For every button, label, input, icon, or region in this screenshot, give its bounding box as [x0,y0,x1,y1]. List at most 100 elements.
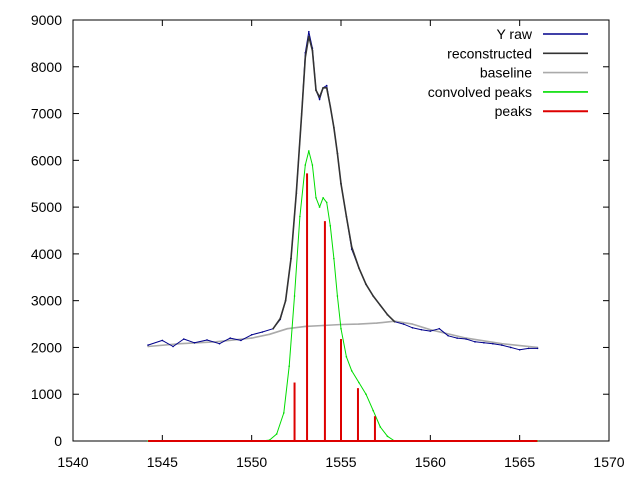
data-point-y-raw [509,346,512,349]
y-tick-label: 3000 [31,293,62,309]
data-point-baseline [411,323,414,325]
data-point-y-raw [402,323,405,325]
data-point-reconstructed [379,304,382,307]
x-tick-label: 1555 [325,454,356,470]
x-tick-label: 1560 [415,454,446,470]
y-tick-label: 9000 [31,12,62,28]
data-point-y-raw [182,338,185,340]
data-point-convolved-peaks [293,295,296,297]
data-point-convolved-peaks [283,412,285,414]
x-tick-label: 1550 [236,454,267,470]
series-layer [147,30,539,442]
data-point-baseline [322,324,324,327]
data-point-reconstructed [311,49,314,52]
data-point-convolved-peaks [336,295,339,297]
data-point-y-raw [318,98,321,101]
data-point-reconstructed [304,56,307,59]
legend-item: peaks [495,103,588,119]
data-point-y-raw [429,330,432,332]
data-point-y-raw [420,328,423,331]
legend-label: baseline [480,65,532,81]
data-point-baseline [147,345,149,348]
data-point-convolved-peaks [311,164,314,166]
data-point-baseline [250,337,253,339]
data-point-baseline [501,342,503,345]
legend-item: convolved peaks [428,84,588,100]
series-baseline [147,320,539,349]
legend-item: baseline [480,65,588,81]
data-point-reconstructed [329,105,332,108]
y-tick-label: 4000 [31,246,62,262]
data-point-convolved-peaks [358,381,360,384]
data-point-reconstructed [295,192,298,194]
x-tick-label: 1570 [593,454,624,470]
data-point-reconstructed [300,112,303,115]
data-point-reconstructed [340,182,342,185]
data-point-y-raw [438,327,441,330]
data-point-baseline [304,325,307,328]
data-point-convolved-peaks [288,365,290,367]
series-line-reconstructed [272,35,396,330]
legend: Y raw reconstructed baseline convolved peak… [428,26,588,119]
data-point-y-raw [501,344,503,346]
series-line-baseline [147,320,538,349]
data-point-reconstructed [315,89,317,91]
data-point-reconstructed [325,87,328,89]
data-point-convolved-peaks [308,150,310,152]
x-tick-label: 1540 [57,454,88,470]
axis-ticks: 1540 1545 1550 1555 1560 1565 1570 0 1000 2000 300… [31,12,625,470]
series-peaks [148,173,538,442]
data-point-convolved-peaks [299,215,301,218]
y-tick-label: 7000 [31,106,62,122]
data-point-convolved-peaks [365,393,367,396]
y-tick-label: 6000 [31,152,62,168]
data-point-reconstructed [386,313,389,316]
data-point-y-raw [193,341,196,344]
data-point-convolved-peaks [304,164,307,166]
data-point-y-raw [474,341,476,343]
data-point-baseline [179,342,181,345]
data-point-reconstructed [393,320,396,323]
legend-label: Y raw [496,26,532,42]
legend-item: reconstructed [447,45,588,61]
data-point-reconstructed [272,327,274,330]
data-point-convolved-peaks [345,356,348,358]
data-point-reconstructed [322,87,324,89]
data-point-baseline [286,327,289,330]
data-point-y-raw [518,348,521,351]
data-point-y-raw [465,338,467,340]
legend-label: peaks [495,103,532,119]
data-point-convolved-peaks [329,225,332,227]
y-tick-label: 0 [54,433,62,449]
data-point-convolved-peaks [333,257,335,260]
data-point-reconstructed [358,267,360,269]
data-point-reconstructed [284,299,287,302]
data-point-reconstructed [350,246,353,248]
data-point-convolved-peaks [275,433,278,435]
data-point-convolved-peaks [386,435,389,438]
x-tick-label: 1565 [504,454,535,470]
series-reconstructed [272,35,396,330]
data-point-y-raw [240,339,242,342]
data-point-baseline [375,322,378,324]
data-point-y-raw [447,334,450,337]
data-point-y-raw [456,337,458,339]
data-point-convolved-peaks [325,201,328,204]
data-point-baseline [358,323,360,325]
data-point-reconstructed [333,126,335,129]
data-point-y-raw [161,339,164,342]
y-tick-label: 2000 [31,339,62,355]
data-point-reconstructed [365,283,367,286]
data-point-y-raw [483,341,485,344]
data-point-y-raw [411,326,414,329]
data-point-y-raw [536,347,539,350]
data-point-convolved-peaks [350,370,353,372]
data-point-reconstructed [336,152,339,155]
data-point-baseline [429,328,432,331]
data-point-convolved-peaks [372,409,374,412]
data-point-y-raw [218,342,221,345]
data-point-reconstructed [290,257,292,260]
legend-item: Y raw [496,26,588,42]
x-tick-label: 1545 [147,454,178,470]
